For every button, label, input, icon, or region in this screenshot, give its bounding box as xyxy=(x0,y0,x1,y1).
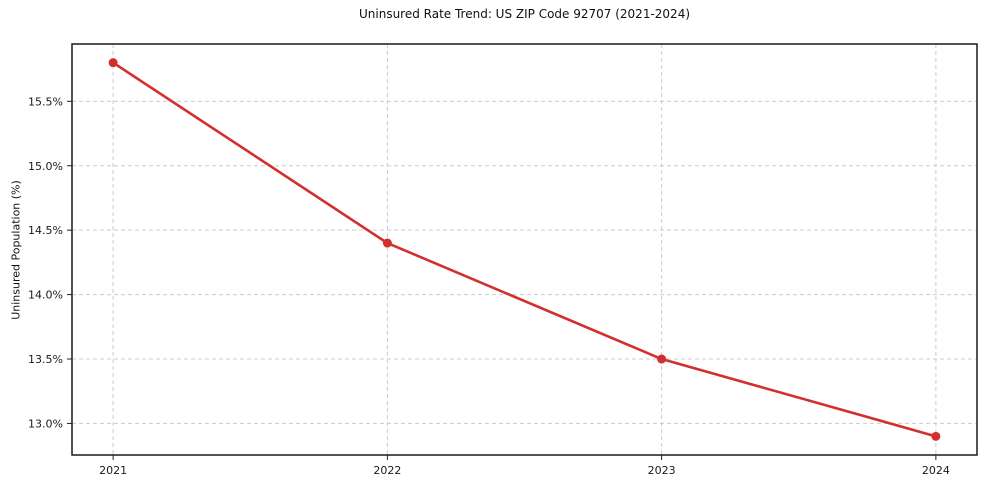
x-tick-label: 2022 xyxy=(373,464,401,477)
y-tick-label: 15.0% xyxy=(28,160,63,173)
y-tick-label: 13.0% xyxy=(28,417,63,430)
axes-frame xyxy=(71,43,978,456)
data-point-marker xyxy=(657,354,667,364)
y-tick-label: 14.0% xyxy=(28,289,63,302)
y-tick-label: 15.5% xyxy=(28,95,63,108)
y-tick-label: 14.5% xyxy=(28,224,63,237)
y-tick-label: 13.5% xyxy=(28,353,63,366)
chart-title: Uninsured Rate Trend: US ZIP Code 92707 … xyxy=(358,7,691,21)
data-point-marker xyxy=(931,431,941,441)
x-tick-label: 2023 xyxy=(648,464,676,477)
trend-line xyxy=(111,61,938,438)
data-point-marker xyxy=(108,58,118,68)
x-tick-label: 2021 xyxy=(99,464,127,477)
x-tick-label: 2024 xyxy=(922,464,950,477)
data-point-marker xyxy=(382,238,392,248)
